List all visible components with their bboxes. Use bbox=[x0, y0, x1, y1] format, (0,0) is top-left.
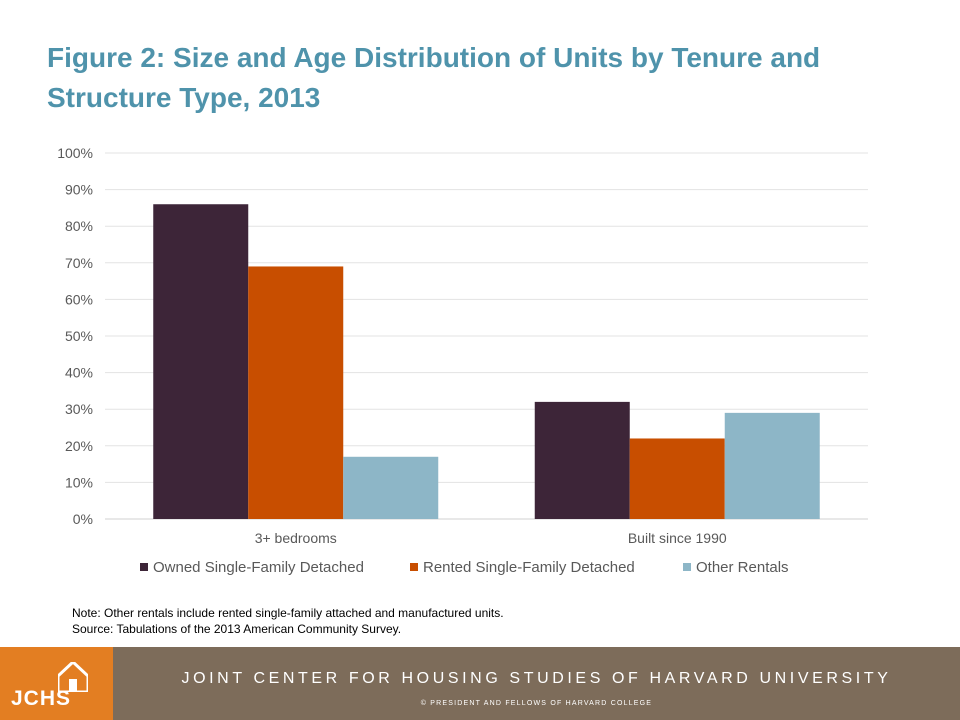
logo-text: JCHS bbox=[11, 687, 72, 710]
bar-0-0 bbox=[153, 204, 249, 519]
footer: JCHS JOINT CENTER FOR HOUSING STUDIES OF… bbox=[0, 647, 960, 720]
category-label: 3+ bedrooms bbox=[255, 530, 337, 546]
y-tick-label: 90% bbox=[65, 182, 93, 198]
organization-name: JOINT CENTER FOR HOUSING STUDIES OF HARV… bbox=[181, 670, 892, 687]
page-title: Figure 2: Size and Age Distribution of U… bbox=[47, 42, 821, 113]
source-text: Source: Tabulations of the 2013 American… bbox=[72, 622, 402, 636]
y-tick-label: 100% bbox=[57, 145, 93, 161]
y-tick-label: 50% bbox=[65, 328, 93, 344]
y-tick-label: 40% bbox=[65, 365, 93, 381]
y-tick-label: 20% bbox=[65, 438, 93, 454]
bar-chart: 0% 10% 20% 30% 40% 50% 60% 70% 80% 90% 100% 3+ bed… bbox=[57, 145, 868, 576]
category-label: Built since 1990 bbox=[628, 530, 727, 546]
bars bbox=[153, 204, 820, 519]
footer-band: JOINT CENTER FOR HOUSING STUDIES OF HARV… bbox=[113, 647, 960, 720]
bar-0-1 bbox=[248, 266, 344, 519]
y-tick-label: 30% bbox=[65, 401, 93, 417]
bar-1-2 bbox=[724, 412, 820, 519]
category-labels: 3+ bedrooms Built since 1990 bbox=[255, 530, 727, 546]
legend-label: Rented Single-Family Detached bbox=[423, 559, 635, 576]
bar-0-2 bbox=[343, 456, 439, 519]
legend-label: Other Rentals bbox=[696, 559, 789, 576]
bar-1-0 bbox=[534, 401, 630, 519]
y-tick-label: 80% bbox=[65, 218, 93, 234]
chart-notes: Note: Other rentals include rented singl… bbox=[72, 605, 504, 637]
legend: Owned Single-Family Detached Rented Singl… bbox=[140, 559, 789, 576]
copyright-text: © PRESIDENT AND FELLOWS OF HARVARD COLLE… bbox=[420, 700, 653, 707]
house-icon bbox=[58, 662, 88, 692]
legend-label: Owned Single-Family Detached bbox=[153, 559, 364, 576]
y-tick-label: 0% bbox=[73, 511, 93, 527]
note-text: Note: Other rentals include rented singl… bbox=[72, 606, 504, 620]
y-tick-label: 70% bbox=[65, 255, 93, 271]
bar-1-1 bbox=[629, 438, 725, 519]
y-axis-ticks: 0% 10% 20% 30% 40% 50% 60% 70% 80% 90% 100% bbox=[57, 145, 93, 527]
jchs-logo: JCHS bbox=[0, 647, 113, 720]
y-tick-label: 10% bbox=[65, 474, 93, 490]
legend-swatch bbox=[683, 563, 691, 571]
y-tick-label: 60% bbox=[65, 291, 93, 307]
legend-swatch bbox=[140, 563, 148, 571]
legend-swatch bbox=[410, 563, 418, 571]
